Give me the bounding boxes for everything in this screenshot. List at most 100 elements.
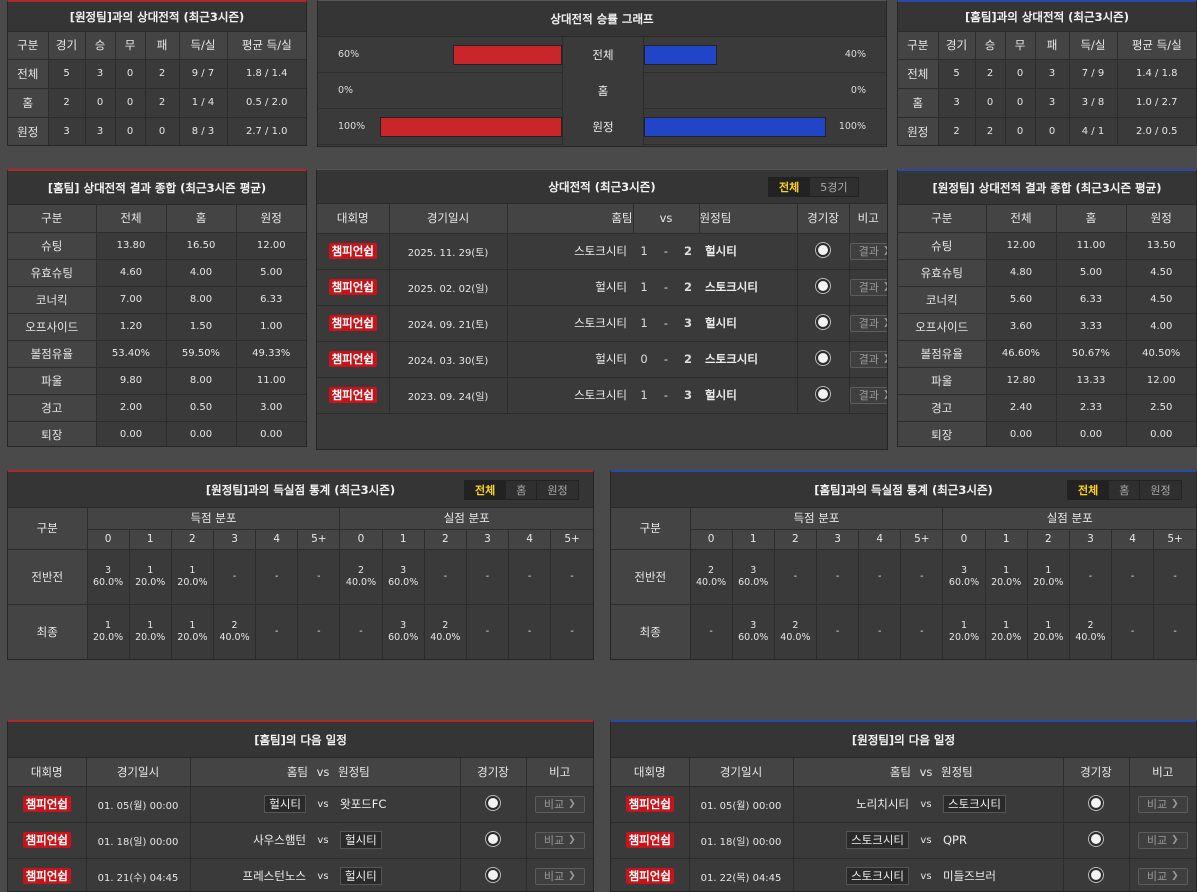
league-badge[interactable]: 챔피언쉽: [328, 387, 377, 403]
goal-count-header: 0: [942, 529, 986, 550]
tab-home[interactable]: 홈: [506, 481, 538, 499]
away-team[interactable]: 헐시티: [699, 233, 798, 270]
home-team[interactable]: 헐시티: [507, 341, 633, 378]
compare-button[interactable]: 비교 ❯: [1137, 831, 1188, 849]
league-badge[interactable]: 챔피언쉽: [625, 796, 674, 812]
away-team[interactable]: 스토크시티: [699, 269, 798, 306]
league-badge[interactable]: 챔피언쉽: [22, 832, 71, 848]
result-button[interactable]: 결과 ❯: [849, 278, 887, 296]
home-team[interactable]: 스토크시티: [846, 831, 909, 849]
table-cell: 4.00: [166, 259, 237, 287]
home-team[interactable]: 헐시티: [264, 795, 306, 813]
tab-all[interactable]: 전체: [769, 178, 811, 196]
table-cell: 0.00: [1126, 421, 1196, 446]
stadium-icon[interactable]: [486, 867, 500, 882]
stadium-icon[interactable]: [816, 278, 831, 293]
stadium-icon[interactable]: [1089, 795, 1103, 810]
compare-button[interactable]: 비교 ❯: [534, 867, 585, 885]
goal-stats-away-table: 구분 득점 분포 실점 분포 0 1 2 3 4 5+ 0 1 2 3 4 5+ 전반전 3 60.0% 1 20.0…: [8, 508, 593, 659]
h2h-matches-table: 대회명 경기일시 홈팀 vs 원정팀 경기장 비고 챔피언쉽 2025. 11. 29(토) 스토…: [317, 204, 887, 414]
away-team[interactable]: 스토크시티: [943, 795, 1006, 813]
table-row: 원정 2 2 0 0 4 / 1 2.0 / 0.5: [898, 117, 1196, 145]
stadium-icon[interactable]: [816, 386, 831, 401]
away-team[interactable]: 미들즈브러: [943, 869, 996, 883]
home-team[interactable]: 스토크시티: [846, 867, 909, 885]
stadium-icon[interactable]: [1089, 831, 1103, 846]
distribution-cell: -: [466, 604, 510, 659]
tab-home[interactable]: 홈: [1109, 481, 1141, 499]
home-score: 1: [633, 269, 655, 306]
column-header-away: 원정팀: [699, 204, 798, 234]
compare-button-label: 비교: [1146, 870, 1168, 883]
column-header: 승: [85, 32, 116, 60]
league-badge[interactable]: 챔피언쉽: [328, 315, 377, 331]
home-team[interactable]: 프레스턴노스: [242, 869, 306, 883]
tab-last-5[interactable]: 5경기: [820, 181, 848, 194]
away-team[interactable]: 헐시티: [699, 305, 798, 342]
compare-button[interactable]: 비교 ❯: [534, 831, 585, 849]
league-badge[interactable]: 챔피언쉽: [625, 832, 674, 848]
away-team[interactable]: 헐시티: [340, 831, 382, 849]
distribution-cell: -: [816, 604, 860, 659]
home-team[interactable]: 스토크시티: [507, 233, 633, 270]
result-button[interactable]: 결과 ❯: [849, 350, 887, 368]
result-button[interactable]: 결과 ❯: [849, 386, 887, 404]
compare-button[interactable]: 비교 ❯: [1137, 867, 1188, 885]
column-header-date: 경기일시: [86, 758, 191, 787]
percent-value: 20.0%: [177, 631, 208, 643]
table-cell: 3: [85, 59, 116, 89]
schedule-row: 챔피언쉽 01. 21(수) 04:45 프레스턴노스 vs 헐시티 비교 ❯: [8, 858, 593, 891]
tab-away[interactable]: 원정: [1150, 484, 1171, 497]
distribution-cell: -: [1111, 604, 1155, 659]
away-team[interactable]: 헐시티: [699, 377, 798, 414]
table-row: 최종 1 20.0% 1 20.0% 1 20.0% 2 40.0% - - -3 60.0% 2 40.0…: [8, 604, 593, 659]
goal-count-header: 5+: [900, 529, 944, 550]
count-value: 2: [442, 619, 449, 631]
stadium-icon[interactable]: [486, 795, 500, 810]
league-badge[interactable]: 챔피언쉽: [625, 868, 674, 884]
league-badge[interactable]: 챔피언쉽: [22, 796, 71, 812]
distribution-cell: 1 20.0%: [1027, 604, 1070, 659]
stadium-icon[interactable]: [816, 350, 831, 365]
home-team[interactable]: 노리치시티: [856, 797, 909, 811]
compare-button[interactable]: 비교 ❯: [1137, 795, 1188, 813]
home-team[interactable]: 헐시티: [507, 269, 633, 306]
column-header: 전체: [986, 205, 1057, 233]
home-team[interactable]: 사우스햄턴: [253, 833, 306, 847]
away-team[interactable]: QPR: [943, 833, 967, 847]
column-header: 구분: [898, 32, 939, 60]
league-badge[interactable]: 챔피언쉽: [22, 868, 71, 884]
result-button[interactable]: 결과 ❯: [849, 242, 887, 260]
home-team[interactable]: 스토크시티: [507, 377, 633, 414]
result-button-label: 결과: [858, 245, 879, 258]
table-cell: 12.80: [986, 367, 1057, 395]
right-bar: [644, 45, 717, 65]
tab-all[interactable]: 전체: [1068, 481, 1110, 499]
table-cell: 2.7 / 1.0: [227, 117, 306, 145]
league-badge[interactable]: 챔피언쉽: [328, 243, 377, 259]
away-team[interactable]: 왓포드FC: [340, 797, 387, 811]
league-badge[interactable]: 챔피언쉽: [328, 279, 377, 295]
home-team[interactable]: 스토크시티: [507, 305, 633, 342]
stadium-icon[interactable]: [816, 242, 831, 257]
distribution-cell: -: [858, 604, 902, 659]
compare-button[interactable]: 비교 ❯: [534, 795, 585, 813]
row-label: 전반전: [8, 549, 88, 605]
stadium-icon[interactable]: [1089, 867, 1103, 882]
goal-count-header: 2: [424, 529, 467, 550]
vs-label: vs: [312, 858, 334, 891]
league-badge[interactable]: 챔피언쉽: [328, 351, 377, 367]
chevron-right-icon: ❯: [1171, 799, 1179, 809]
distribution-cell: 1 20.0%: [985, 549, 1028, 605]
tab-away[interactable]: 원정: [547, 484, 568, 497]
home-summary-panel: [홈팀] 상대전적 결과 종합 (최근3시즌 평균) 구분 전체 홈 원정 슈팅 13.8…: [7, 169, 307, 447]
stadium-icon[interactable]: [816, 314, 831, 329]
stadium-icon[interactable]: [486, 831, 500, 846]
away-team[interactable]: 스토크시티: [699, 341, 798, 378]
away-team[interactable]: 헐시티: [340, 867, 382, 885]
distribution-cell: -: [508, 604, 552, 659]
result-button[interactable]: 결과 ❯: [849, 314, 887, 332]
score-separator: -: [655, 341, 677, 378]
tab-all[interactable]: 전체: [465, 481, 507, 499]
